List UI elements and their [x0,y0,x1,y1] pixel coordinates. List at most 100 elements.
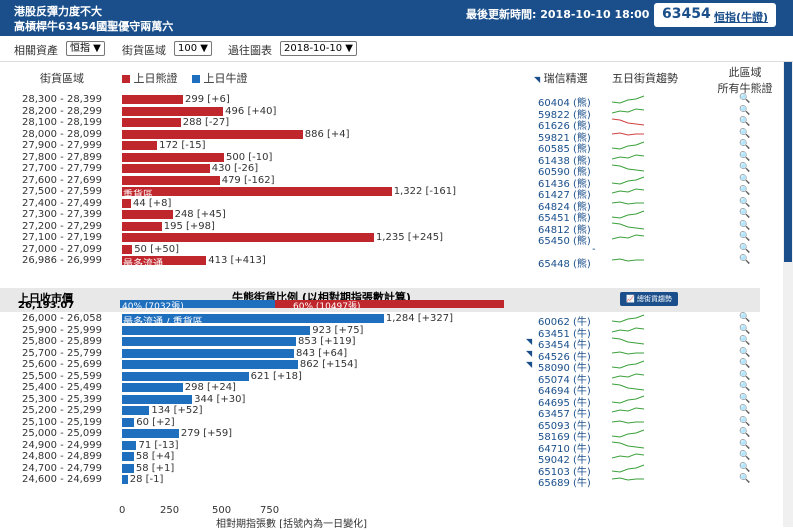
warrant-code[interactable]: 63454 (牛) [538,340,591,351]
trend-sparkline[interactable] [612,359,648,370]
warrant-code[interactable]: 65103 (牛) [538,466,591,478]
magnifier-icon[interactable]: 🔍 [739,94,751,104]
warrant-code[interactable]: 64710 (牛) [538,443,591,455]
bear-bar[interactable] [122,210,173,219]
trend-sparkline[interactable] [612,440,648,451]
warrant-code[interactable]: 61626 (熊) [538,121,591,132]
warrant-code[interactable]: 58090 (牛) [538,363,591,374]
warrant-code[interactable]: 65448 (熊) [538,259,591,270]
warrant-code[interactable]: 60062 (牛) [538,317,591,328]
bull-bar[interactable] [122,348,294,358]
trend-sparkline[interactable] [612,186,648,197]
bull-bar[interactable] [122,314,384,323]
magnifier-icon[interactable]: 🔍 [739,416,751,427]
warrant-code[interactable]: 61438 (熊) [538,155,591,167]
warrant-code[interactable]: 61436 (熊) [538,178,591,190]
trend-sparkline[interactable] [612,371,648,382]
magnifier-icon[interactable]: 🔍 [739,428,751,438]
trend-sparkline[interactable] [612,325,648,336]
bear-bar[interactable] [122,198,131,208]
bull-bar[interactable] [122,383,183,392]
warrant-code[interactable]: 64812 (熊) [538,224,591,236]
warrant-code[interactable]: 60585 (熊) [538,144,591,155]
warrant-code[interactable]: 65689 (牛) [538,478,591,489]
trend-sparkline[interactable] [612,463,648,474]
bear-bar[interactable] [122,129,303,139]
range-select[interactable]: 100 ▼ [174,41,212,56]
trend-sparkline[interactable] [612,221,648,232]
trend-sparkline[interactable] [612,209,648,220]
trend-sparkline[interactable] [612,129,648,140]
trend-sparkline[interactable] [612,140,648,151]
trend-sparkline[interactable] [612,198,648,209]
magnifier-icon[interactable]: 🔍 [739,313,751,323]
total-trend-button[interactable]: 📈 總街貨趨勢 [620,292,678,306]
bull-bar[interactable] [122,325,311,335]
magnifier-icon[interactable]: 🔍 [739,163,751,173]
trend-sparkline[interactable] [612,175,648,186]
bull-bar[interactable] [122,394,193,404]
warrant-code[interactable]: 60404 (熊) [538,98,591,109]
warrant-code[interactable]: 59822 (熊) [538,109,591,121]
warrant-code[interactable]: 64526 (牛) [538,351,591,363]
bull-bar[interactable] [122,337,296,346]
warrant-code[interactable]: 61427 (熊) [538,190,591,201]
trend-sparkline[interactable] [612,163,648,174]
magnifier-icon[interactable]: 🔍 [739,336,751,346]
warrant-code[interactable]: 64694 (牛) [538,386,591,397]
magnifier-icon[interactable]: 🔍 [739,393,751,404]
warrant-code[interactable]: 65450 (熊) [538,236,591,247]
bull-bar[interactable] [122,440,137,450]
magnifier-icon[interactable]: 🔍 [739,209,751,219]
trend-sparkline[interactable] [612,152,648,163]
bear-bar[interactable] [122,164,210,173]
magnifier-icon[interactable]: 🔍 [739,186,751,196]
bear-bar[interactable] [122,141,158,150]
magnifier-icon[interactable]: 🔍 [739,232,751,242]
magnifier-icon[interactable]: 🔍 [739,105,751,116]
magnifier-icon[interactable]: 🔍 [739,197,751,208]
quote-link[interactable]: 恒指(牛證) [714,11,769,24]
warrant-code[interactable]: 60590 (熊) [538,167,591,178]
warrant-code[interactable]: 59821 (熊) [538,132,591,144]
bear-bar[interactable] [122,95,183,104]
bear-bar[interactable] [122,175,220,185]
bear-bar[interactable] [122,233,374,242]
magnifier-icon[interactable]: 🔍 [739,405,751,415]
trend-sparkline[interactable] [612,428,648,439]
warrant-code[interactable]: 58169 (牛) [538,432,591,443]
scroll-thumb[interactable] [784,62,792,262]
warrant-code[interactable]: 65451 (熊) [538,213,591,224]
magnifier-icon[interactable]: 🔍 [739,324,751,335]
headline-line2[interactable]: 高槓桿牛63454國聖優守兩萬六 [14,20,174,33]
magnifier-icon[interactable]: 🔍 [739,174,751,185]
warrant-code[interactable]: 65074 (牛) [538,374,591,386]
bear-bar[interactable] [122,244,133,254]
magnifier-icon[interactable]: 🔍 [739,117,751,127]
warrant-code[interactable]: 63457 (牛) [538,409,591,420]
asset-select[interactable]: 恒指 ▼ [66,41,105,56]
magnifier-icon[interactable]: 🔍 [739,140,751,150]
bear-bar[interactable] [122,118,181,127]
bull-bar[interactable] [122,463,134,473]
magnifier-icon[interactable]: 🔍 [739,439,751,450]
warrant-code[interactable]: 59042 (牛) [538,455,591,466]
bear-bar[interactable] [122,187,392,196]
trend-sparkline[interactable] [612,405,648,416]
trend-sparkline[interactable] [612,336,648,347]
magnifier-icon[interactable]: 🔍 [739,370,751,381]
bear-bar[interactable] [122,221,162,231]
bull-bar[interactable] [122,429,179,438]
magnifier-icon[interactable]: 🔍 [739,347,751,358]
trend-sparkline[interactable] [612,117,648,128]
magnifier-icon[interactable]: 🔍 [739,462,751,473]
date-select[interactable]: 2018-10-10 ▼ [280,41,357,56]
magnifier-icon[interactable]: 🔍 [739,382,751,392]
bear-bar[interactable] [122,152,224,162]
warrant-code[interactable]: 65093 (牛) [538,420,591,432]
trend-sparkline[interactable] [612,348,648,359]
warrant-code[interactable]: 64695 (牛) [538,397,591,409]
trend-sparkline[interactable] [612,94,648,105]
magnifier-icon[interactable]: 🔍 [739,128,751,139]
trend-sparkline[interactable] [612,474,648,485]
